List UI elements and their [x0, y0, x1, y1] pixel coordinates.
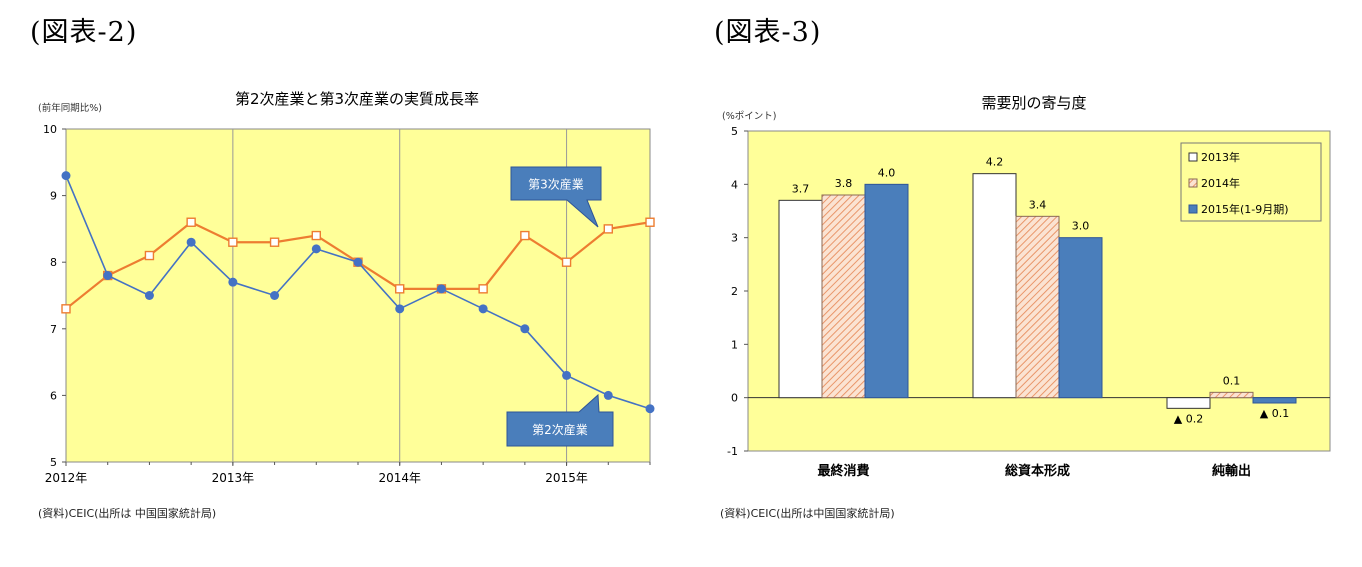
y-tick-label: 9 [50, 190, 57, 203]
line-chart-source: (資料)CEIC(出所は 中国国家統計局) [38, 507, 217, 520]
y-tick-label: 0 [731, 392, 738, 405]
category-label: 純輸出 [1212, 463, 1251, 479]
data-point [645, 217, 655, 227]
line-chart-title: 第2次産業と第3次産業の実質成長率 [235, 90, 479, 108]
y-tick-label: 3 [731, 232, 738, 245]
data-point [562, 370, 572, 380]
data-point [311, 244, 321, 254]
data-label: ▲ 0.2 [1174, 412, 1203, 425]
y-tick-label: 8 [50, 256, 57, 269]
data-point [61, 171, 71, 181]
bar [778, 199, 823, 399]
legend-label: 2014年 [1201, 176, 1240, 190]
legend-label: 2015年(1-9月期) [1201, 202, 1289, 216]
bar [972, 173, 1017, 399]
data-point [228, 237, 238, 247]
x-tick-label: 2015年 [545, 471, 588, 485]
bar [1209, 391, 1254, 399]
data-point [520, 230, 530, 241]
data-point [561, 257, 572, 267]
data-point [103, 271, 113, 281]
figure-label-left: (図表-2) [30, 17, 138, 48]
plot-area [747, 130, 1331, 452]
y-tick-label: 5 [731, 125, 738, 138]
bar [1166, 397, 1211, 409]
data-label: 3.4 [1029, 198, 1047, 211]
y-tick-label: 10 [43, 123, 57, 136]
y-tick-label: 6 [50, 389, 57, 402]
y-tick-label: 1 [731, 338, 738, 351]
bar-chart-source: (資料)CEIC(出所は中国国家統計局) [720, 507, 895, 520]
legend-swatch [1188, 178, 1198, 188]
data-point [353, 257, 363, 267]
y-tick-label: 4 [731, 178, 738, 191]
data-point [478, 304, 488, 314]
data-point [436, 284, 446, 294]
data-point [61, 304, 71, 314]
bar-chart-ylabel: (%ポイント) [722, 111, 776, 122]
legend-label: 2013年 [1201, 150, 1240, 164]
data-point [603, 390, 613, 400]
bar [821, 194, 866, 399]
x-tick-label: 2013年 [212, 471, 255, 485]
line-chart-industry-growth: 第2次産業と第3次産業の実質成長率 (前年同期比%) 2012年 2013年 201… [38, 90, 655, 485]
bar [1015, 215, 1060, 399]
data-label: 4.0 [878, 166, 896, 179]
y-tick-label: 5 [50, 456, 57, 469]
data-label: 0.1 [1223, 374, 1241, 387]
callout-box [506, 393, 614, 447]
data-point [311, 230, 321, 241]
data-label: 3.8 [835, 177, 853, 190]
bar [1058, 237, 1103, 399]
data-point [645, 404, 655, 414]
callout-label: 第2次産業 [532, 422, 588, 437]
data-point [269, 237, 280, 247]
data-point [144, 291, 154, 300]
line-chart-ylabel: (前年同期比%) [38, 102, 102, 114]
data-point [186, 237, 196, 247]
y-tick-label: -1 [727, 445, 738, 458]
legend-swatch [1188, 152, 1198, 162]
callout-box [510, 166, 602, 228]
category-label: 最終消費 [817, 463, 869, 479]
data-point [144, 250, 155, 261]
category-label: 総資本形成 [1005, 463, 1070, 479]
legend [1180, 142, 1322, 222]
figure-label-right: (図表-3) [714, 17, 822, 48]
bar [864, 183, 909, 399]
y-tick-label: 7 [50, 323, 57, 336]
data-point [270, 291, 280, 300]
callout-label: 第3次産業 [528, 177, 584, 192]
data-label: 3.0 [1072, 220, 1090, 233]
data-point [395, 304, 405, 314]
data-point [186, 217, 196, 227]
data-label: 3.7 [792, 182, 810, 195]
x-tick-label: 2012年 [45, 471, 88, 485]
bar [1252, 397, 1297, 404]
bar-chart-title: 需要別の寄与度 [981, 94, 1086, 112]
data-label: ▲ 0.1 [1260, 407, 1289, 420]
data-label: 4.2 [986, 156, 1004, 169]
data-point [228, 277, 238, 287]
legend-swatch [1188, 204, 1198, 214]
y-tick-label: 2 [731, 285, 738, 298]
data-point [395, 284, 405, 294]
data-point [603, 224, 613, 234]
data-point [478, 284, 488, 294]
data-point [520, 324, 530, 334]
x-tick-label: 2014年 [378, 471, 421, 485]
